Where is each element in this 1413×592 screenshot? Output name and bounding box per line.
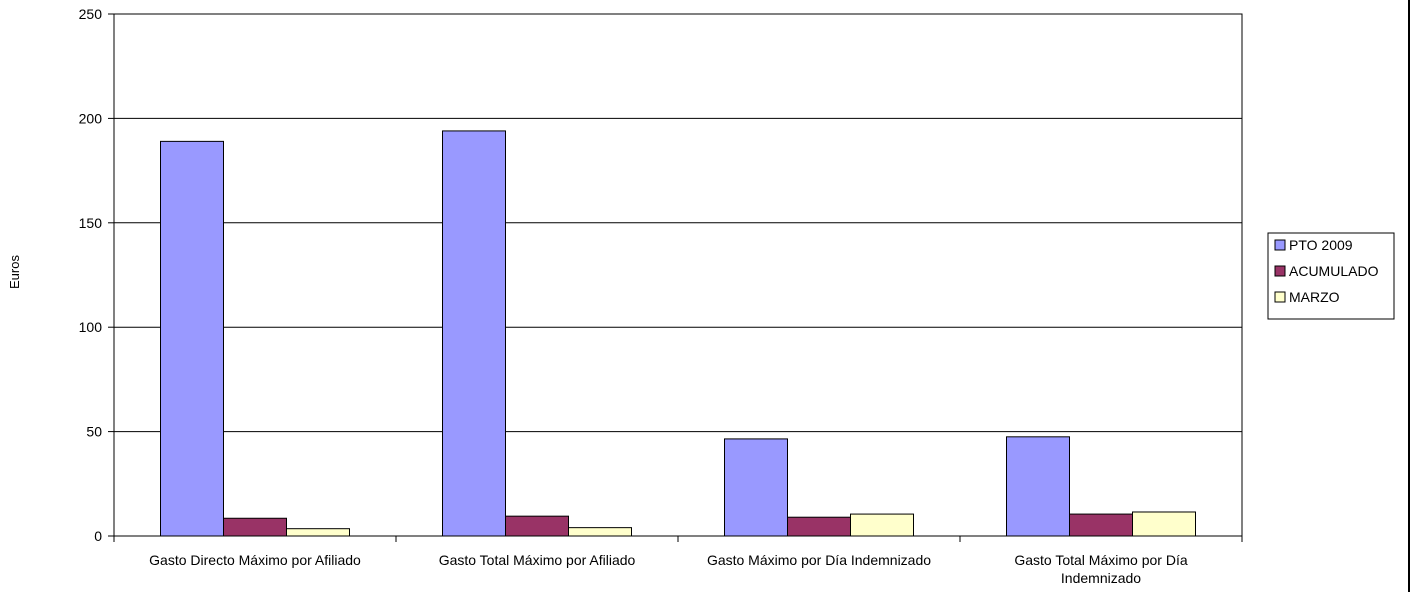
x-tick-label: Gasto Máximo por Día Indemnizado [707,552,931,568]
x-tick-label: Gasto Total Máximo por Afiliado [439,552,636,568]
bar-marzo [850,513,914,537]
legend: PTO 2009 ACUMULADO MARZO [1267,232,1395,320]
y-axis-ticks: 0 50 100 150 200 250 [79,6,114,544]
bar-pto-2009 [724,438,788,537]
gridlines [114,117,1242,433]
y-tick-label: 150 [79,215,103,231]
legend-label: PTO 2009 [1289,237,1353,253]
x-axis-ticks: Gasto Directo Máximo por Afiliado Gasto T… [113,536,1243,586]
bar-acumulado [223,517,287,537]
legend-label: ACUMULADO [1289,263,1379,279]
legend-swatch [1274,239,1286,251]
bar-acumulado [505,515,569,537]
bar-pto-2009 [1006,436,1070,537]
bar-marzo [286,528,350,537]
legend-box [1267,232,1395,320]
bar-marzo [568,527,632,537]
bar-acumulado [1069,513,1133,537]
y-tick-label: 0 [94,528,102,544]
y-tick-label: 50 [86,424,102,440]
x-tick-label: Gasto Directo Máximo por Afiliado [149,552,361,568]
plot-area-frame [113,13,1243,537]
legend-swatch [1274,291,1286,303]
legend-swatch [1274,265,1286,277]
bar-marzo [1132,511,1196,537]
y-axis-label: Euros [7,255,22,289]
bar-acumulado [787,516,851,537]
y-tick-label: 200 [79,110,103,126]
x-tick-label: Indemnizado [1061,570,1141,586]
legend-label: MARZO [1289,289,1340,305]
chart-border-right [1408,0,1410,592]
y-tick-label: 250 [79,6,103,22]
bar-pto-2009 [160,140,224,537]
bars [160,130,1196,537]
x-tick-label: Gasto Total Máximo por Día [1014,552,1187,568]
y-tick-label: 100 [79,319,103,335]
bar-pto-2009 [442,130,506,537]
